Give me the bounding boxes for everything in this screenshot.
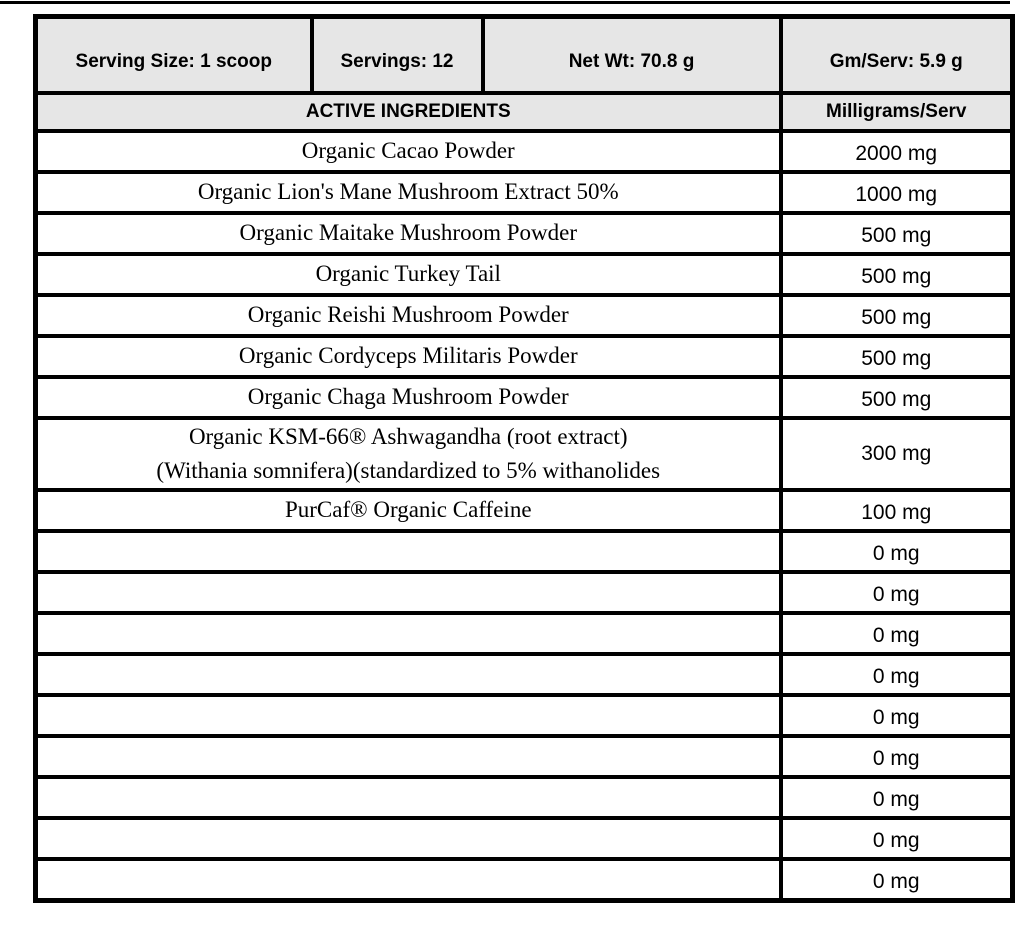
ingredient-amount: 2000 mg <box>778 128 1015 174</box>
servings: Servings: 12 <box>309 14 485 95</box>
ingredient-amount: 0 mg <box>778 692 1015 738</box>
ingredient-amount: 500 mg <box>778 292 1015 338</box>
ingredient-name: Organic Chaga Mushroom Powder <box>33 374 783 420</box>
ingredient-row: Organic Turkey Tail 500 mg <box>33 251 1015 297</box>
ingredient-row: 0 mg <box>33 610 1015 656</box>
ingredient-name: Organic KSM-66® Ashwagandha (root extrac… <box>33 415 783 492</box>
ingredient-name: Organic Lion's Mane Mushroom Extract 50% <box>33 169 783 215</box>
ingredient-amount: 0 mg <box>778 856 1015 902</box>
ingredient-row: 0 mg <box>33 692 1015 738</box>
amount-header: Milligrams/Serv <box>778 90 1015 133</box>
ingredient-row: Organic Lion's Mane Mushroom Extract 50%… <box>33 169 1015 215</box>
ingredient-name <box>33 815 783 861</box>
ingredient-amount: 0 mg <box>778 569 1015 615</box>
ingredient-name-line: (Withania somnifera)(standardized to 5% … <box>156 457 661 483</box>
ingredient-name-line: Organic Lion's Mane Mushroom Extract 50% <box>197 179 619 204</box>
ingredient-name <box>33 610 783 656</box>
ingredient-amount: 300 mg <box>778 415 1015 492</box>
serving-info-row: Serving Size: 1 scoop Servings: 12 Net W… <box>33 14 1015 95</box>
ingredient-name-line: Organic Chaga Mushroom Powder <box>247 384 569 409</box>
ingredient-row: 0 mg <box>33 774 1015 820</box>
ingredient-name: Organic Turkey Tail <box>33 251 783 297</box>
grams-per-serving: Gm/Serv: 5.9 g <box>778 14 1015 95</box>
ingredient-row: 0 mg <box>33 569 1015 615</box>
ingredient-amount: 0 mg <box>778 774 1015 820</box>
ingredient-name: Organic Cordyceps Militaris Powder <box>33 333 783 379</box>
ingredient-amount: 500 mg <box>778 251 1015 297</box>
ingredient-row: 0 mg <box>33 815 1015 861</box>
ingredient-row: Organic Reishi Mushroom Powder 500 mg <box>33 292 1015 338</box>
ingredient-name: Organic Reishi Mushroom Powder <box>33 292 783 338</box>
top-rule <box>0 1 1010 4</box>
column-header-row: ACTIVE INGREDIENTS Milligrams/Serv <box>33 90 1015 133</box>
ingredient-amount: 500 mg <box>778 210 1015 256</box>
ingredient-row: 0 mg <box>33 856 1015 902</box>
ingredient-name-line: Organic Cacao Powder <box>301 138 515 163</box>
ingredient-name <box>33 528 783 574</box>
ingredients-header: ACTIVE INGREDIENTS <box>33 90 783 133</box>
ingredient-name <box>33 569 783 615</box>
ingredient-amount: 1000 mg <box>778 169 1015 215</box>
ingredient-name <box>33 692 783 738</box>
ingredient-row: PurCaf® Organic Caffeine 100 mg <box>33 487 1015 533</box>
ingredient-amount: 0 mg <box>778 815 1015 861</box>
ingredient-row: Organic Cordyceps Militaris Powder 500 mg <box>33 333 1015 379</box>
ingredient-name: PurCaf® Organic Caffeine <box>33 487 783 533</box>
ingredient-name-line: Organic KSM-66® Ashwagandha (root extrac… <box>188 423 628 449</box>
ingredient-row: Organic KSM-66® Ashwagandha (root extrac… <box>33 415 1015 492</box>
ingredient-name: Organic Maitake Mushroom Powder <box>33 210 783 256</box>
ingredient-amount: 500 mg <box>778 333 1015 379</box>
ingredient-amount: 0 mg <box>778 528 1015 574</box>
ingredient-row: Organic Maitake Mushroom Powder 500 mg <box>33 210 1015 256</box>
ingredient-name-line: Organic Reishi Mushroom Powder <box>247 302 569 327</box>
ingredient-amount: 0 mg <box>778 651 1015 697</box>
ingredient-amount: 0 mg <box>778 610 1015 656</box>
ingredient-amount: 0 mg <box>778 733 1015 779</box>
ingredient-name-line: Organic Cordyceps Militaris Powder <box>238 343 578 368</box>
ingredient-row: 0 mg <box>33 651 1015 697</box>
ingredient-name <box>33 733 783 779</box>
ingredient-row: 0 mg <box>33 733 1015 779</box>
ingredient-amount: 100 mg <box>778 487 1015 533</box>
ingredient-name <box>33 774 783 820</box>
supplement-facts-table: Serving Size: 1 scoop Servings: 12 Net W… <box>33 14 1015 903</box>
serving-size: Serving Size: 1 scoop <box>33 14 314 95</box>
ingredient-row: Organic Cacao Powder 2000 mg <box>33 128 1015 174</box>
ingredient-name <box>33 651 783 697</box>
ingredient-row: 0 mg <box>33 528 1015 574</box>
ingredient-name <box>33 856 783 902</box>
net-weight: Net Wt: 70.8 g <box>480 14 783 95</box>
ingredient-name: Organic Cacao Powder <box>33 128 783 174</box>
ingredient-name-line: Organic Turkey Tail <box>315 261 501 286</box>
ingredient-name-line: Organic Maitake Mushroom Powder <box>239 220 578 245</box>
ingredient-row: Organic Chaga Mushroom Powder 500 mg <box>33 374 1015 420</box>
ingredient-amount: 500 mg <box>778 374 1015 420</box>
ingredient-name-line: PurCaf® Organic Caffeine <box>284 497 532 522</box>
